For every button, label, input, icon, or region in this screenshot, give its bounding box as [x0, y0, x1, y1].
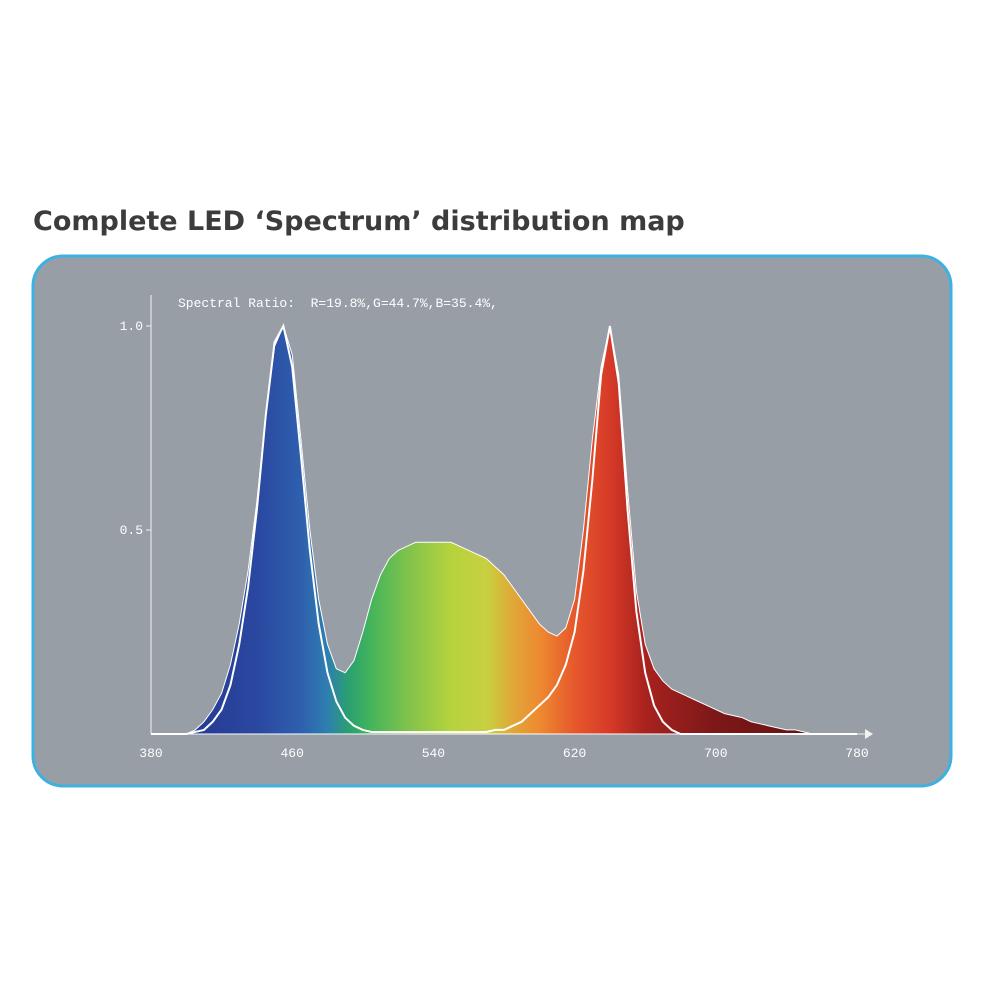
y-tick-label: 0.5: [120, 523, 143, 538]
annotation: Spectral Ratio: R=19.8%,G=44.7%,B=35.4%,: [178, 296, 498, 311]
x-tick-label: 700: [704, 746, 727, 761]
y-tick-label: 1.0: [120, 319, 143, 334]
x-tick-label: 780: [845, 746, 868, 761]
x-tick-label: 620: [563, 746, 586, 761]
chart-title: Complete LED ‘Spectrum’ distribution map: [33, 206, 685, 237]
spectrum-line: [151, 323, 857, 735]
x-tick-label: 380: [139, 746, 162, 761]
x-axis-arrow: [865, 729, 873, 739]
x-tick-label: 540: [422, 746, 445, 761]
x-tick-label: 460: [280, 746, 303, 761]
